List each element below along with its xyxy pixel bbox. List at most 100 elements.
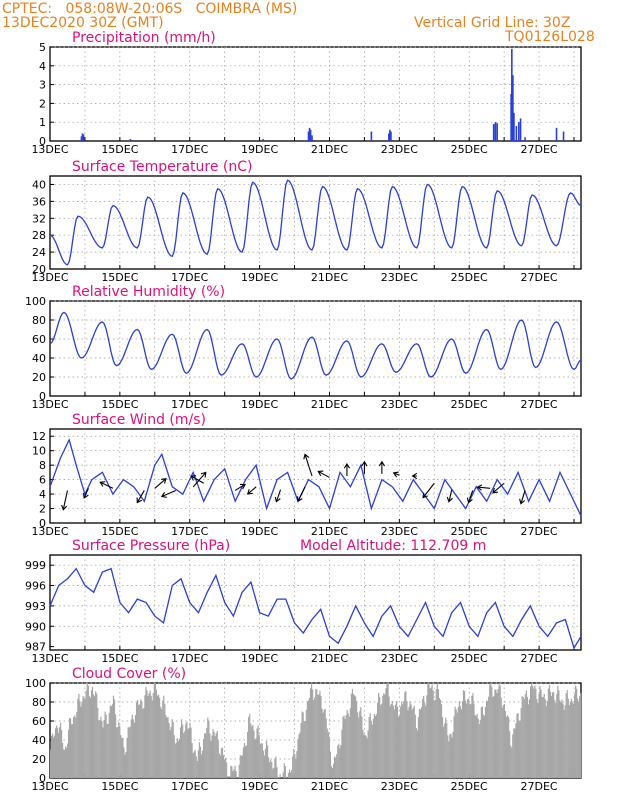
cloud-bar [58,727,61,778]
cloud-bar [380,705,382,778]
cloud-bar [274,758,276,778]
cloud-bar [578,701,580,778]
wind-ytick-label: 8 [39,459,46,472]
cloud-bar [461,701,464,778]
cloud-bar [512,734,514,778]
cloud-bar [350,693,352,778]
cloud-bar [504,711,507,778]
header-grid-note: Vertical Grid Line: 30Z [414,15,571,31]
wind-ytick-label: 10 [32,445,46,458]
cloud-bar [336,754,338,778]
cloud-bar [61,742,64,778]
cloud-bar [343,715,345,778]
cloud-bar [580,693,582,778]
rh-xtick-label: 23DEC [381,398,418,411]
cloud-bar [359,711,361,778]
cloud-bar [138,704,140,778]
cloud-bar [225,757,227,778]
cloud-bar [520,707,522,778]
cloud-bar [395,701,398,778]
cloud-bar [258,735,260,778]
cloud-bar [186,721,188,778]
wind-xtick-label: 17DEC [171,525,208,538]
cloud-bar [322,712,324,778]
precip-bar [524,137,526,141]
cloud-bar [547,688,550,778]
cloud-bar [556,693,558,778]
precip-bar [494,122,497,141]
cloud-bar [211,735,213,778]
cloud-bar [379,696,381,778]
wind-vector [467,490,474,503]
cloud-bar [460,709,463,778]
cloud-bar [143,707,145,778]
rh-ytick-label: 100 [25,295,46,308]
cloud-bar [122,737,124,778]
cloud-bar [498,683,500,778]
cloud-bar [435,688,437,778]
cloud-bar [337,745,339,778]
cloud-bar [499,685,501,778]
wind-vector-head [492,487,498,494]
cloud-bar [489,684,491,778]
cloud-bar [362,729,364,778]
cloud-bar [116,727,118,778]
cloud-bar [352,694,355,778]
cloud-bar [174,743,176,778]
wind-vector [304,454,313,477]
cloud-bar [346,710,348,778]
cloud-bar [490,683,492,778]
cloud-bar [366,738,368,778]
cloud-bar [443,726,445,778]
wind-vector-head [446,496,453,503]
cloud-bar [455,709,457,778]
wind-vector-head [136,497,143,504]
cloud-bar [500,697,502,778]
precip-xtick-label: 13DEC [31,143,68,156]
cloud-bar [522,697,524,778]
cloud-bar [525,690,528,778]
cloud-bar [119,726,121,778]
cloud-bar [383,693,385,778]
cloud-bar [329,751,332,778]
cloud-bar [338,743,340,778]
temp-xtick-label: 17DEC [171,271,208,284]
wind-vector-head [160,491,167,498]
cloud-bar [513,728,515,778]
cloud-bar [101,721,103,778]
cloud-bar [403,700,405,778]
cloud-bar [248,716,250,778]
cloud-bar [374,716,377,778]
cloud-bar [323,709,325,778]
cloud-bar [526,696,529,778]
cloud-bar [147,695,149,778]
cloud-bar [410,704,412,778]
cloud-bar [243,742,246,778]
temp-xtick-label: 21DEC [311,271,348,284]
cloud-bar [96,693,98,778]
cloud-xtick-label: 23DEC [381,780,418,793]
cloud-bar [244,746,247,778]
cloud-bar [271,761,273,778]
precip-xtick-label: 27DEC [521,143,558,156]
cloud-bar [414,714,416,778]
temp-frame [49,175,582,270]
cloud-bar [173,735,175,778]
wind-vector-head [61,504,68,511]
temp-ytick-label: 40 [32,178,46,191]
cloud-bar [561,699,563,778]
cloud-ytick-label: 80 [32,696,46,709]
cloud-bar [262,750,264,778]
cloud-bar [175,742,177,778]
cloud-xtick-label: 19DEC [241,780,278,793]
precip-bar [555,127,558,141]
pres-ytick-label: 999 [25,559,46,572]
cloud-bar [253,730,255,778]
wind-vector [520,490,526,504]
precip-ytick-label: 3 [39,79,46,92]
cloud-bar [321,708,323,778]
temp-xtick-label: 27DEC [521,271,558,284]
cloud-bar [364,734,366,778]
temp-ytick-label: 24 [32,246,46,259]
cloud-bar [223,759,226,778]
